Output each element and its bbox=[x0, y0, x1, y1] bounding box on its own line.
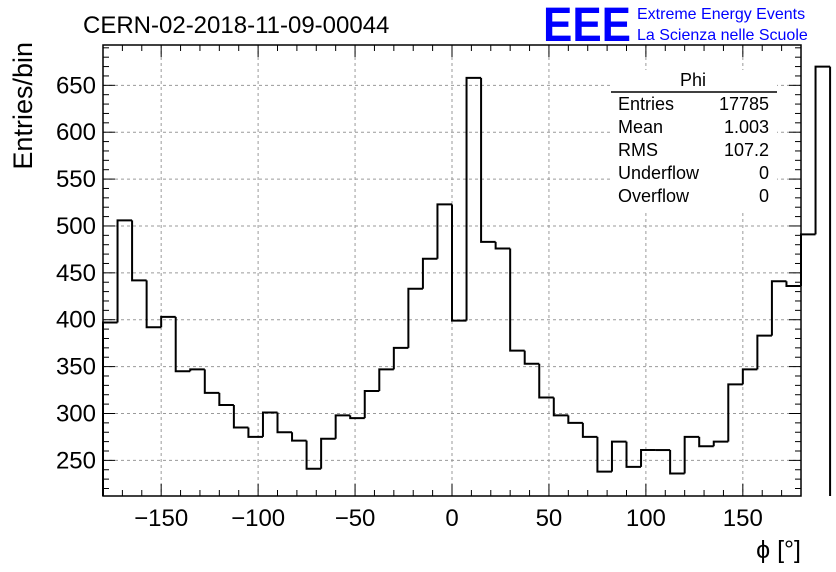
y-tick-label: 350 bbox=[56, 354, 96, 381]
histogram-bin bbox=[581, 422, 598, 438]
logo-line-1: Extreme Energy Events bbox=[637, 6, 805, 23]
histogram-bin bbox=[465, 76, 482, 321]
histogram-bin bbox=[232, 405, 249, 429]
histogram-bin bbox=[480, 77, 496, 243]
histogram-bin bbox=[305, 440, 322, 470]
stats-row-label: RMS bbox=[618, 140, 658, 160]
stats-row-label: Entries bbox=[618, 94, 674, 114]
histogram-bin bbox=[800, 233, 816, 286]
logo-mark: EEE bbox=[543, 0, 631, 52]
histogram-bin bbox=[247, 427, 263, 438]
histogram-bin bbox=[509, 248, 525, 352]
histogram-bin bbox=[552, 397, 569, 417]
stats-row-value: 17785 bbox=[719, 94, 769, 114]
histogram-bin bbox=[698, 436, 714, 448]
x-tick-label: −50 bbox=[335, 505, 376, 532]
histogram-bin bbox=[567, 415, 583, 424]
histogram-bin bbox=[320, 437, 336, 469]
plot-frame bbox=[102, 44, 802, 497]
y-tick-label: 300 bbox=[56, 400, 96, 427]
histogram-bin bbox=[261, 411, 278, 437]
histogram-bin bbox=[756, 334, 772, 370]
histogram-bin bbox=[683, 435, 700, 474]
histogram-bin bbox=[523, 350, 540, 365]
histogram-bin bbox=[640, 449, 656, 467]
histogram-bin bbox=[189, 368, 205, 372]
y-tick-label: 600 bbox=[56, 119, 96, 146]
histogram-bin bbox=[174, 316, 191, 373]
chart-title: CERN-02-2018-11-09-00044 bbox=[83, 12, 389, 39]
stats-rows: Entries 17785 Mean 1.003 RMS 107.2 Underflow 0 O… bbox=[618, 94, 769, 206]
histogram-bin bbox=[494, 241, 511, 250]
histogram-bin bbox=[334, 414, 351, 439]
y-tick-label: 450 bbox=[56, 260, 96, 287]
histogram-bin bbox=[669, 450, 685, 475]
stats-row-value: 0 bbox=[759, 163, 769, 183]
y-tick-label: 250 bbox=[56, 447, 96, 474]
x-tick-label: 50 bbox=[536, 505, 563, 532]
histogram-bin bbox=[291, 432, 307, 442]
logo-line-2: La Scienza nelle Scuole bbox=[637, 27, 808, 44]
x-tick-label: 100 bbox=[626, 505, 666, 532]
histogram-bin bbox=[363, 389, 380, 419]
histogram-bin bbox=[421, 257, 438, 289]
histogram-bin bbox=[538, 363, 554, 399]
histogram-bin bbox=[814, 65, 831, 235]
stats-box: Phi Entries 17785 Mean 1.003 RMS 107.2 Underfl… bbox=[611, 70, 777, 210]
y-tick-label: 550 bbox=[56, 166, 96, 193]
histogram-bin bbox=[625, 441, 642, 468]
histogram-bin bbox=[436, 203, 452, 259]
stats-row-label: Mean bbox=[618, 117, 663, 137]
histogram-bin bbox=[160, 315, 176, 328]
y-tick-label: 400 bbox=[56, 307, 96, 334]
x-axis-label: ϕ [°] bbox=[756, 536, 801, 564]
histogram-bin bbox=[610, 440, 627, 472]
histogram-bin bbox=[727, 383, 743, 442]
histogram-bin bbox=[131, 220, 147, 282]
stats-row-label: Underflow bbox=[618, 163, 700, 183]
stats-row-value: 1.003 bbox=[724, 117, 769, 137]
histogram-bin bbox=[407, 287, 423, 348]
x-tick-label: 150 bbox=[723, 505, 763, 532]
x-tick-label: 0 bbox=[445, 505, 458, 532]
x-tick-label: −100 bbox=[231, 505, 285, 532]
histogram-bin bbox=[596, 436, 612, 473]
tick-layer bbox=[103, 45, 801, 496]
stats-row-value: 107.2 bbox=[724, 140, 769, 160]
histogram-bin bbox=[741, 368, 758, 385]
stats-row-value: 0 bbox=[759, 186, 769, 206]
x-tick-label: −150 bbox=[134, 505, 188, 532]
tick-label-layer: −150 −100 −50 0 50 100 150 250 300 350 400 450 500 55… bbox=[56, 72, 763, 532]
histogram-bin bbox=[145, 280, 162, 329]
y-axis-label: Entries/bin bbox=[8, 42, 38, 170]
histogram-bin bbox=[378, 368, 394, 391]
y-tick-label: 650 bbox=[56, 72, 96, 99]
histogram-bin bbox=[712, 440, 729, 447]
histogram-bin bbox=[203, 369, 220, 394]
histogram-bin bbox=[218, 392, 234, 407]
histogram-bin bbox=[276, 412, 293, 434]
stats-box-background bbox=[611, 70, 777, 210]
stats-row-label: Overflow bbox=[618, 186, 690, 206]
y-tick-label: 500 bbox=[56, 213, 96, 240]
histogram-bin bbox=[349, 415, 365, 420]
histogram-bin bbox=[451, 204, 467, 322]
stats-title: Phi bbox=[680, 70, 706, 90]
histogram-layer bbox=[102, 65, 832, 496]
histogram-bin bbox=[770, 280, 787, 336]
histogram-bin bbox=[785, 281, 801, 287]
histogram-bin bbox=[116, 219, 133, 323]
histogram-bin bbox=[392, 346, 409, 370]
